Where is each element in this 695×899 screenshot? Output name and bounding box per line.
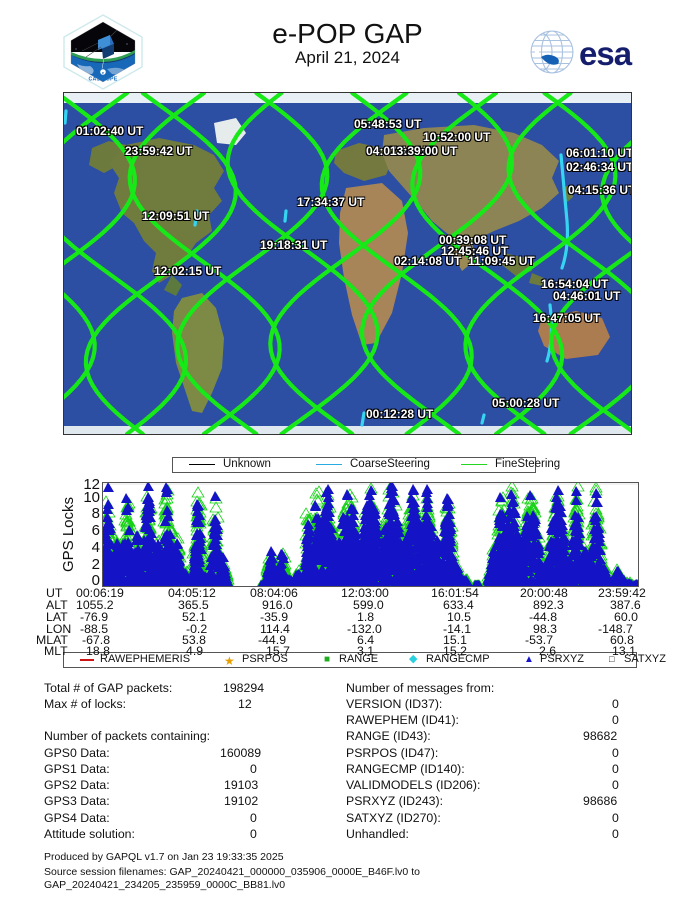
svg-text:CASSIOPE: CASSIOPE	[89, 77, 118, 83]
svg-text:esa: esa	[579, 35, 633, 72]
